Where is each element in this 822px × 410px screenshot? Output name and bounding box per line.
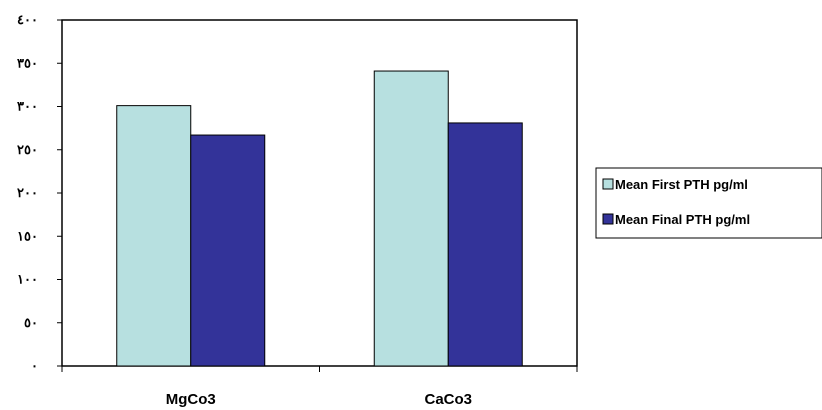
- x-category-label: MgCo3: [166, 391, 216, 408]
- y-axis: ٠ ٥٠ ١٠٠ ١٥٠ ٢٠٠ ٢٥٠ ٣٠٠ ٣٥٠ ٤٠٠: [17, 12, 62, 373]
- y-tick-label: ٢٠٠: [17, 185, 38, 200]
- bar-mgco3-series-0: [116, 105, 192, 367]
- x-axis: MgCo3 CaCo3: [61, 366, 578, 408]
- y-tick-label: ٢٥٠: [17, 142, 38, 157]
- y-tick-label: ٣٠٠: [17, 99, 38, 114]
- legend-label-first: Mean First PTH pg/ml: [615, 177, 748, 192]
- y-tick-label: ١٥٠: [17, 228, 38, 243]
- legend-box: [595, 167, 822, 239]
- bar-caco3-series-0: [373, 70, 449, 367]
- y-tick-label: ٤٠٠: [17, 12, 38, 27]
- legend-swatch-final: [602, 213, 614, 225]
- y-tick-label: ١٠٠: [17, 272, 38, 287]
- y-tick-label: ٠: [31, 358, 38, 373]
- legend-swatch-first: [602, 178, 614, 190]
- legend: Mean First PTH pg/ml Mean Final PTH pg/m…: [595, 167, 822, 239]
- legend-label-final: Mean Final PTH pg/ml: [615, 212, 750, 227]
- x-category-label: CaCo3: [424, 391, 472, 408]
- y-tick-label: ٣٥٠: [17, 55, 38, 70]
- bar-caco3-series-1: [447, 122, 523, 367]
- y-tick-label: ٥٠: [24, 315, 38, 330]
- bar-group: [116, 70, 523, 367]
- bar-mgco3-series-1: [190, 134, 266, 367]
